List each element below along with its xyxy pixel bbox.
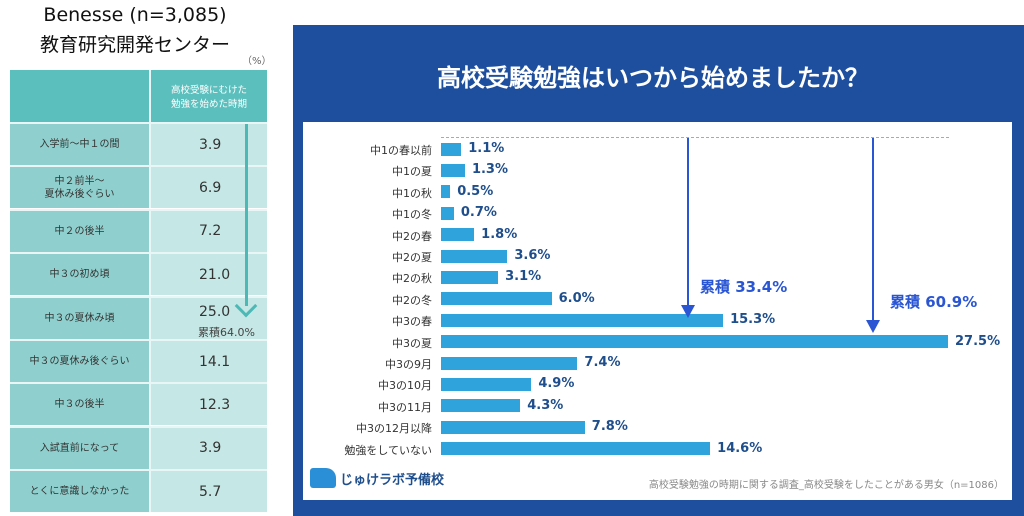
arrow-down-icon	[681, 305, 695, 318]
bar	[441, 206, 454, 220]
category-label: 中2の春	[392, 229, 432, 243]
row-label: 中３の初め頃	[10, 254, 149, 296]
table-row: 入試直前になって 3.9	[10, 425, 267, 469]
value-label: 1.3%	[471, 162, 509, 178]
value-label: 4.3%	[527, 397, 564, 413]
left-title-line1: Benesse (n=3,085)	[43, 4, 227, 26]
category-label: 中1の冬	[392, 208, 432, 222]
value-label: 14.6%	[717, 440, 763, 456]
table-row: 中３の後半 12.3	[10, 382, 267, 426]
dashed-reference-line	[441, 137, 949, 138]
cumulative-annotation: 累積 60.9%	[890, 293, 978, 311]
row-label: 中３の夏休み後ぐらい	[10, 341, 149, 382]
cumulative-annotation: 累積 33.4%	[700, 278, 788, 296]
row-value: 3.9	[149, 427, 267, 469]
row-value: 21.0	[149, 254, 267, 296]
bar	[441, 292, 552, 306]
bar	[441, 270, 499, 284]
chart-area	[303, 122, 1012, 500]
row-label: 中２前半〜 夏休み後ぐらい	[10, 167, 149, 209]
row-label: 中３の夏休み頃	[10, 297, 149, 339]
category-label: 中1の秋	[392, 186, 432, 200]
value-label: 27.5%	[955, 333, 1001, 349]
category-label: 中3の12月以降	[356, 422, 432, 436]
value-label: 0.7%	[460, 205, 497, 221]
bar	[441, 399, 521, 413]
row-value: 6.9	[149, 167, 267, 209]
bar	[441, 142, 462, 156]
category-label: 中2の冬	[392, 293, 432, 307]
benesse-table: 高校受験にむけた 勉強を始めた時期 入学前〜中１の間 3.9 中２前半〜 夏休み後ぐ…	[10, 70, 267, 513]
category-label: 中2の夏	[392, 251, 432, 264]
bar	[441, 420, 585, 434]
category-label: 中1の春以前	[370, 144, 432, 157]
category-label: 中3の夏	[392, 336, 432, 350]
bar	[441, 377, 532, 391]
value-label: 1.8%	[481, 226, 518, 242]
value-label: 1.1%	[468, 141, 505, 156]
arrow-down-icon	[866, 320, 880, 333]
bar	[441, 356, 578, 370]
value-label: 7.8%	[591, 419, 628, 435]
value-label: 7.4%	[584, 355, 621, 370]
row-label: 中２の後半	[10, 210, 149, 252]
category-label: 中2の秋	[392, 272, 432, 286]
table-row: とくに意識しなかった 5.7	[10, 469, 267, 513]
row-value: 14.1	[149, 341, 267, 382]
cumulative-arrow-line	[687, 138, 689, 306]
bar	[441, 442, 711, 456]
bar	[441, 228, 475, 242]
category-label: 中3の9月	[385, 358, 432, 371]
row-label: 入試直前になって	[10, 427, 149, 469]
table-row: 中３の夏休み頃 25.0	[10, 295, 267, 339]
table-row: 中３の初め頃 21.0	[10, 252, 267, 296]
cumulative-arrow-line	[245, 124, 248, 306]
category-label: 中3の春	[392, 315, 432, 329]
category-label: 中1の夏	[392, 165, 432, 179]
logo-icon	[310, 468, 336, 488]
category-label: 勉強をしていない	[344, 443, 432, 457]
column-header: 高校受験にむけた 勉強を始めた時期	[149, 70, 267, 122]
chart-title: 高校受験勉強はいつから始めましたか？	[437, 64, 869, 92]
value-label: 3.6%	[514, 248, 551, 263]
row-value: 12.3	[149, 384, 267, 426]
row-value: 3.9	[149, 124, 267, 165]
table-row: 入学前〜中１の間 3.9	[10, 122, 267, 165]
logo-text: じゅけラボ予備校	[340, 472, 445, 488]
row-label: とくに意識しなかった	[10, 471, 149, 513]
bar	[441, 163, 465, 177]
value-label: 4.9%	[538, 376, 575, 392]
row-value: 5.7	[149, 471, 267, 513]
left-title-line2: 教育研究開発センター	[39, 34, 230, 56]
source-note: 高校受験勉強の時期に関する調査_高校受験をしたことがある男女（n=1086）	[648, 480, 1004, 491]
category-label: 中3の11月	[378, 400, 432, 414]
logo: じゅけラボ予備校	[310, 468, 444, 488]
cumulative-label: 累積64.0%	[198, 326, 255, 339]
unit-label: （%）	[242, 56, 272, 67]
table-row: 中２前半〜 夏休み後ぐらい 6.9	[10, 165, 267, 209]
row-label: 中３の後半	[10, 384, 149, 426]
value-label: 6.0%	[558, 290, 595, 306]
row-label: 入学前〜中１の間	[10, 124, 149, 165]
value-label: 0.5%	[457, 183, 494, 199]
row-value: 7.2	[149, 210, 267, 252]
value-label: 15.3%	[730, 312, 776, 328]
bar	[441, 335, 948, 349]
table-row: 中３の夏休み後ぐらい 14.1	[10, 339, 267, 382]
bar	[441, 185, 451, 199]
value-label: 3.1%	[505, 269, 542, 285]
bar	[441, 313, 724, 327]
category-label: 中3の10月	[378, 379, 432, 393]
table-header: 高校受験にむけた 勉強を始めた時期	[10, 70, 267, 122]
bar	[441, 249, 508, 263]
table-row: 中２の後半 7.2	[10, 208, 267, 252]
cumulative-arrow-line	[872, 138, 874, 321]
